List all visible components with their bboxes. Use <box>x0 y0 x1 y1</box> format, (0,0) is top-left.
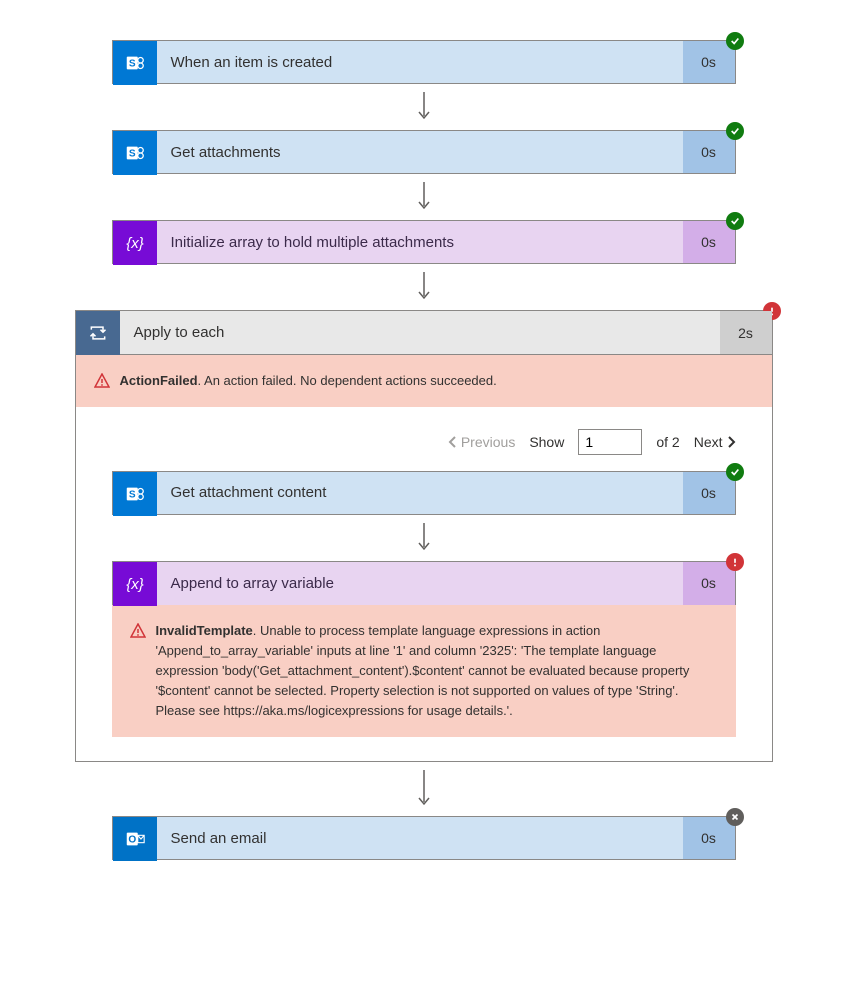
step-title: Send an email <box>157 817 683 859</box>
svg-text:S: S <box>128 489 135 500</box>
svg-text:S: S <box>128 149 135 160</box>
step-title: Get attachment content <box>157 472 683 514</box>
step-title: When an item is created <box>157 41 683 83</box>
sharepoint-icon: S <box>113 41 157 85</box>
step-duration: 0s <box>683 472 735 514</box>
loop-body: Previous Show of 2 Next S Get attachment… <box>76 407 772 762</box>
step-get-attachment-content[interactable]: S Get attachment content 0s <box>112 471 736 515</box>
append-error-message: InvalidTemplate. Unable to process templ… <box>112 605 736 738</box>
loop-error-message: ActionFailed. An action failed. No depen… <box>76 355 772 407</box>
loop-header[interactable]: Apply to each 2s <box>76 311 772 355</box>
step-title: Get attachments <box>157 131 683 173</box>
step-get-attachments[interactable]: S Get attachments 0s <box>112 130 736 174</box>
chevron-right-icon <box>727 436 736 448</box>
status-error-icon <box>726 553 744 571</box>
error-text: InvalidTemplate. Unable to process templ… <box>156 621 718 722</box>
loop-icon <box>76 311 120 355</box>
pager-previous-button[interactable]: Previous <box>448 434 515 450</box>
sharepoint-icon: S <box>113 472 157 516</box>
step-duration: 2s <box>720 311 772 354</box>
status-success-icon <box>726 463 744 481</box>
outlook-icon: O <box>113 817 157 861</box>
step-initialize-array[interactable]: {x} Initialize array to hold multiple at… <box>112 220 736 264</box>
loop-apply-to-each: Apply to each 2s ActionFailed. An action… <box>75 310 773 762</box>
pager-show-label: Show <box>529 434 564 450</box>
arrow-down-icon <box>416 182 432 212</box>
step-duration: 0s <box>683 562 735 605</box>
status-success-icon <box>726 122 744 140</box>
step-append-to-array[interactable]: {x} Append to array variable 0s <box>112 561 736 605</box>
error-text: ActionFailed. An action failed. No depen… <box>120 371 497 391</box>
svg-text:O: O <box>128 835 136 846</box>
svg-text:{x}: {x} <box>126 235 144 252</box>
svg-text:S: S <box>128 59 135 70</box>
status-success-icon <box>726 32 744 50</box>
step-trigger[interactable]: S When an item is created 0s <box>112 40 736 84</box>
step-duration: 0s <box>683 131 735 173</box>
warning-icon <box>94 373 110 389</box>
step-duration: 0s <box>683 817 735 859</box>
chevron-left-icon <box>448 436 457 448</box>
step-duration: 0s <box>683 221 735 263</box>
arrow-down-icon <box>416 523 432 553</box>
loop-pager: Previous Show of 2 Next <box>112 423 736 471</box>
step-title: Apply to each <box>120 311 720 354</box>
status-skipped-icon <box>726 808 744 826</box>
step-send-email[interactable]: O Send an email 0s <box>112 816 736 860</box>
step-title: Append to array variable <box>157 562 683 605</box>
pager-next-button[interactable]: Next <box>694 434 736 450</box>
variable-icon: {x} <box>113 221 157 265</box>
arrow-down-icon <box>416 770 432 808</box>
arrow-down-icon <box>416 92 432 122</box>
flow-run-diagram: S When an item is created 0s S Get attac… <box>0 40 847 860</box>
pager-total-label: of 2 <box>656 434 679 450</box>
warning-icon <box>130 623 146 639</box>
sharepoint-icon: S <box>113 131 157 175</box>
step-title: Initialize array to hold multiple attach… <box>157 221 683 263</box>
svg-text:{x}: {x} <box>126 576 144 593</box>
variable-icon: {x} <box>113 562 157 606</box>
pager-page-input[interactable] <box>578 429 642 455</box>
arrow-down-icon <box>416 272 432 302</box>
status-success-icon <box>726 212 744 230</box>
step-duration: 0s <box>683 41 735 83</box>
